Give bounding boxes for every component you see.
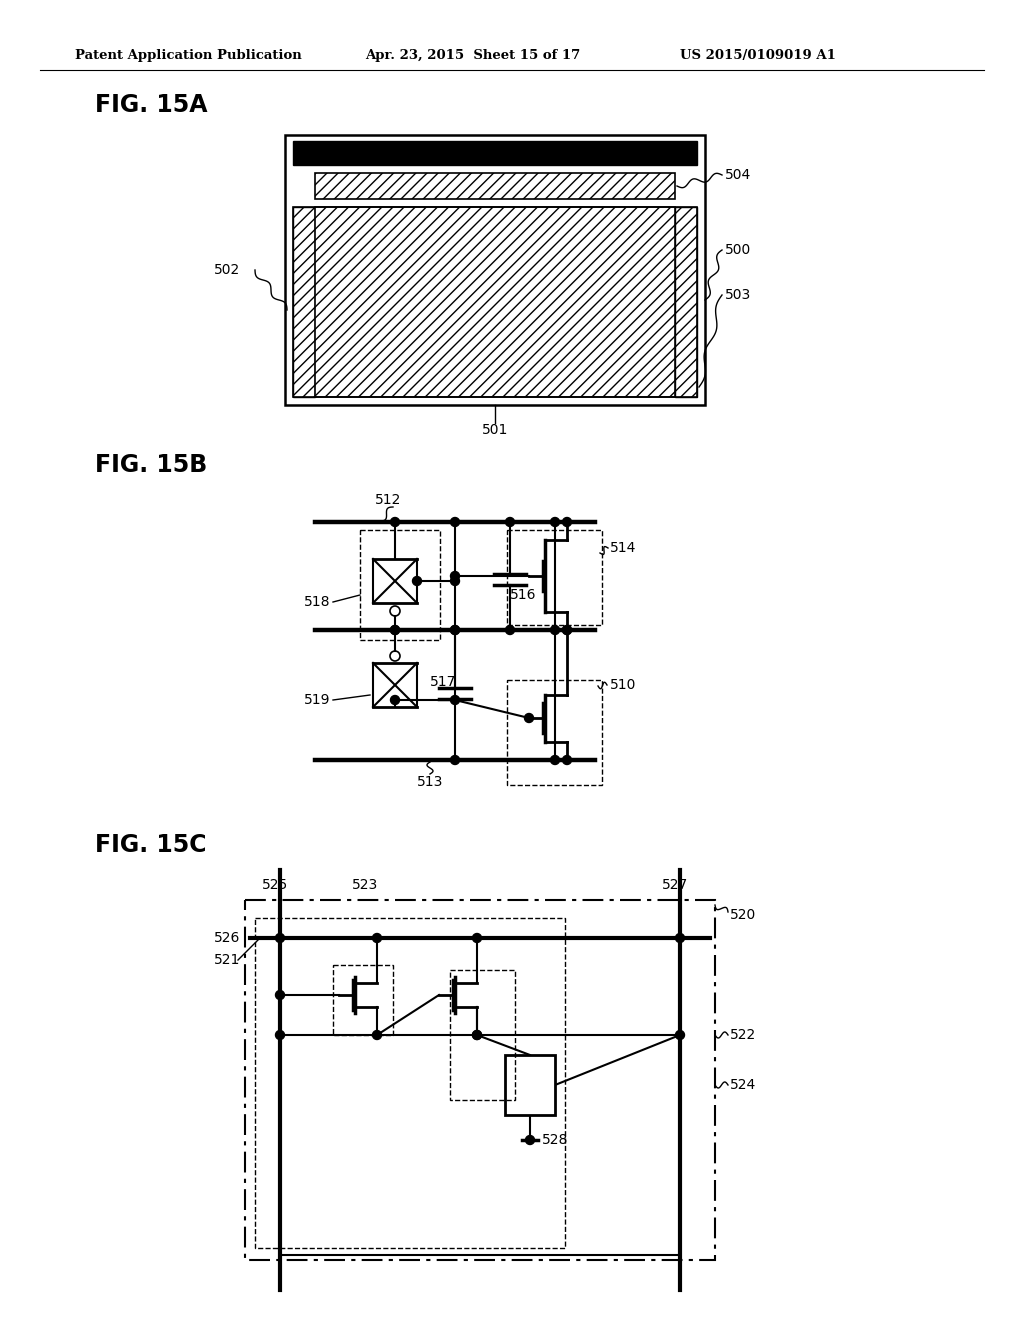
Text: 521: 521: [214, 953, 240, 968]
Circle shape: [525, 1135, 535, 1144]
Text: FIG. 15C: FIG. 15C: [95, 833, 207, 857]
Text: 500: 500: [725, 243, 752, 257]
Text: FIG. 15B: FIG. 15B: [95, 453, 207, 477]
Circle shape: [451, 696, 460, 705]
Text: 519: 519: [303, 693, 330, 708]
Circle shape: [524, 714, 534, 722]
Text: Patent Application Publication: Patent Application Publication: [75, 49, 302, 62]
Circle shape: [562, 755, 571, 764]
Text: 512: 512: [375, 492, 401, 507]
Bar: [450, 970, 515, 1100]
Bar: [293, 207, 315, 397]
Circle shape: [275, 1031, 285, 1040]
Bar: [255, 917, 565, 1247]
Circle shape: [506, 517, 514, 527]
Circle shape: [472, 1031, 481, 1040]
Text: 518: 518: [303, 595, 330, 609]
Circle shape: [390, 626, 399, 635]
Circle shape: [275, 933, 285, 942]
Text: 528: 528: [542, 1133, 568, 1147]
Circle shape: [562, 626, 571, 635]
Circle shape: [275, 990, 285, 999]
Circle shape: [506, 626, 514, 635]
Bar: [293, 141, 697, 165]
Circle shape: [562, 626, 571, 635]
Circle shape: [451, 755, 460, 764]
Bar: [285, 135, 705, 405]
Text: 502: 502: [214, 263, 240, 277]
Text: 523: 523: [352, 878, 378, 892]
Circle shape: [413, 577, 422, 586]
Text: 526: 526: [214, 931, 240, 945]
Circle shape: [451, 572, 460, 581]
Circle shape: [562, 517, 571, 527]
Text: 517: 517: [430, 675, 457, 689]
Circle shape: [472, 1031, 481, 1040]
Text: 522: 522: [730, 1028, 757, 1041]
Text: 514: 514: [610, 541, 636, 554]
Text: Apr. 23, 2015  Sheet 15 of 17: Apr. 23, 2015 Sheet 15 of 17: [365, 49, 581, 62]
Circle shape: [472, 933, 481, 942]
Text: 513: 513: [417, 775, 443, 789]
Text: 527: 527: [662, 878, 688, 892]
Bar: [245, 900, 715, 1261]
Bar: [505, 1055, 555, 1115]
Text: 504: 504: [725, 168, 752, 182]
Circle shape: [551, 755, 559, 764]
Circle shape: [373, 933, 382, 942]
Circle shape: [551, 626, 559, 635]
Circle shape: [451, 577, 460, 586]
Circle shape: [451, 517, 460, 527]
Text: 510: 510: [610, 678, 636, 692]
Text: FIG. 15A: FIG. 15A: [95, 92, 208, 117]
Circle shape: [390, 696, 399, 705]
Circle shape: [390, 626, 399, 635]
Text: US 2015/0109019 A1: US 2015/0109019 A1: [680, 49, 836, 62]
Text: 525: 525: [262, 878, 288, 892]
Circle shape: [373, 1031, 382, 1040]
Circle shape: [551, 517, 559, 527]
Bar: [315, 173, 675, 199]
Circle shape: [451, 626, 460, 635]
Text: 520: 520: [730, 908, 757, 921]
Bar: [507, 531, 602, 624]
Circle shape: [390, 517, 399, 527]
Bar: [333, 965, 393, 1035]
Bar: [293, 207, 697, 397]
Text: 516: 516: [510, 587, 537, 602]
Circle shape: [451, 626, 460, 635]
Bar: [315, 207, 675, 397]
Circle shape: [676, 1031, 684, 1040]
Text: 524: 524: [730, 1078, 757, 1092]
Bar: [507, 680, 602, 785]
Circle shape: [676, 933, 684, 942]
Text: 501: 501: [482, 422, 508, 437]
Bar: [360, 531, 440, 640]
Bar: [675, 207, 697, 397]
Text: 503: 503: [725, 288, 752, 302]
